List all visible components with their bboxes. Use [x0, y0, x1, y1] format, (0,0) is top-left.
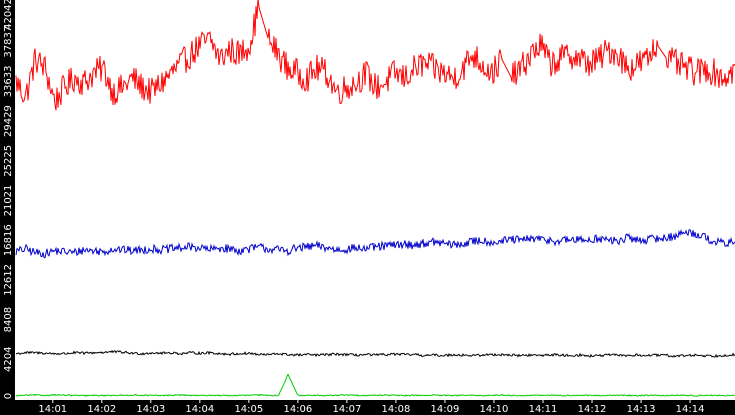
series-line-3 [16, 349, 735, 359]
x-tick-label: 14:07 [332, 404, 361, 415]
x-tick-label: 14:02 [87, 404, 116, 415]
x-tick-label: 14:05 [234, 404, 263, 415]
y-axis-ticks: 0 4204 8408 12612 16816 21021 25225 29429 33633 3… [3, 0, 14, 399]
x-tick-label: 14:03 [136, 404, 165, 415]
series-line-4 [15, 373, 735, 397]
y-tick-label: 12612 [3, 264, 14, 296]
y-tick-label: 29429 [3, 105, 14, 137]
y-axis-band [0, 0, 15, 415]
x-axis-ticks: 14:01 14:02 14:03 14:04 14:05 14:06 14:07 14:08… [38, 400, 704, 415]
x-tick-label: 14:12 [578, 404, 607, 415]
y-tick-label: 33633 [3, 65, 14, 97]
y-tick-label: 0 [3, 393, 14, 399]
y-tick-label: 37837 [3, 26, 14, 58]
y-tick-label: 42042 [3, 0, 14, 30]
x-tick-label: 14:06 [283, 404, 312, 415]
series-line-1 [15, 0, 735, 111]
y-tick-label: 8408 [3, 307, 14, 332]
x-tick-label: 14:13 [627, 404, 656, 415]
x-tick-label: 14:10 [480, 404, 509, 415]
y-tick-label: 16816 [3, 224, 14, 256]
x-tick-label: 14:14 [676, 404, 705, 415]
series-layer [15, 0, 735, 397]
y-tick-label: 21021 [3, 185, 14, 217]
x-tick-label: 14:09 [431, 404, 460, 415]
x-tick-label: 14:11 [529, 404, 558, 415]
y-tick-label: 4204 [3, 347, 14, 372]
x-tick-label: 14:04 [185, 404, 214, 415]
x-tick-label: 14:08 [382, 404, 411, 415]
y-tick-label: 25225 [3, 145, 14, 177]
series-line-2 [15, 228, 735, 259]
x-axis-band [0, 400, 735, 415]
x-tick-label: 14:01 [38, 404, 67, 415]
